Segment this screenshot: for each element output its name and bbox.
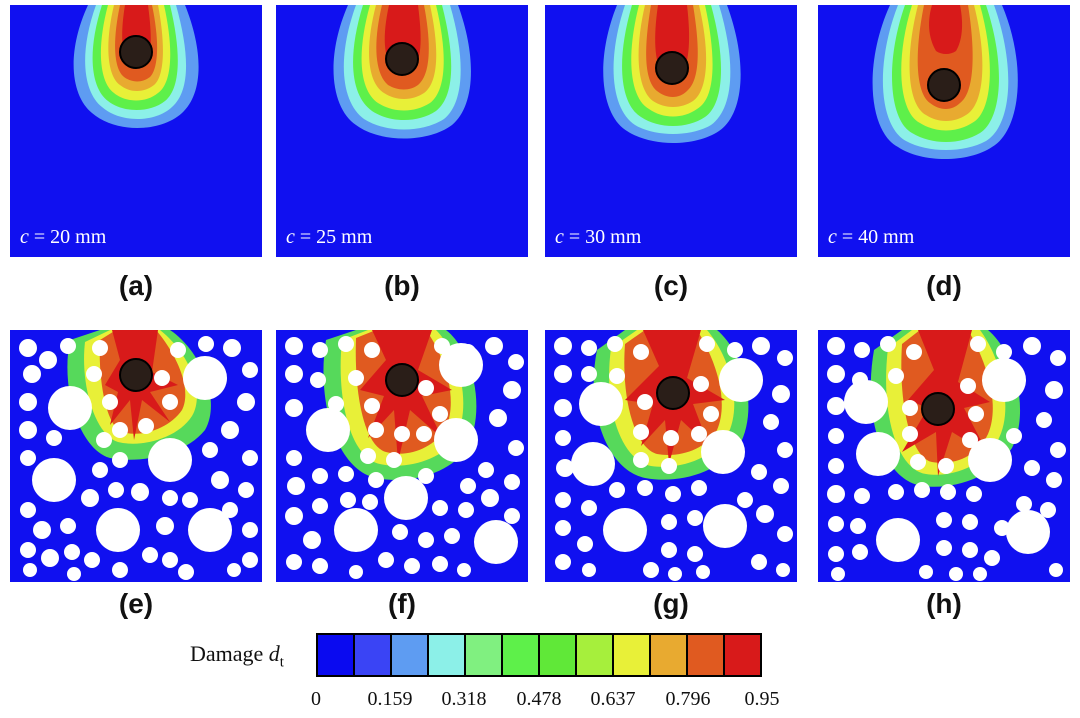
colorbar-title-symbol: d	[268, 641, 280, 666]
colorbar-title-sub: t	[279, 654, 284, 671]
colorbar-swatch	[466, 635, 503, 675]
colorbar-tick: 0.159	[367, 688, 413, 710]
colorbar-swatch	[318, 635, 355, 675]
panel-a: c = 20 mm	[10, 5, 262, 257]
panel-g	[545, 330, 797, 582]
colorbar-swatch	[392, 635, 429, 675]
c-value-label: c = 40 mm	[828, 226, 914, 249]
damage-colorbar	[316, 633, 762, 677]
colorbar-swatch	[614, 635, 651, 675]
colorbar-tick: 0.318	[441, 688, 487, 710]
colorbar-tick: 0.796	[665, 688, 711, 710]
panel-label-a: (a)	[118, 270, 154, 301]
colorbar-title-text: Damage	[190, 641, 269, 666]
c-value-label: c = 25 mm	[286, 226, 372, 249]
porous-damage-field-f	[276, 330, 528, 582]
panel-e	[10, 330, 262, 582]
panel-label-e: (e)	[118, 588, 154, 619]
colorbar-swatch	[688, 635, 725, 675]
colorbar-swatch	[355, 635, 392, 675]
panel-c: c = 30 mm	[545, 5, 797, 257]
c-value: = 40 mm	[836, 226, 915, 248]
panel-h	[818, 330, 1070, 582]
damage-field-b	[276, 5, 528, 257]
panel-b: c = 25 mm	[276, 5, 528, 257]
colorbar-tick: 0.478	[516, 688, 562, 710]
porous-damage-field-e	[10, 330, 262, 582]
c-value: = 25 mm	[294, 226, 373, 248]
panel-label-b: (b)	[384, 270, 420, 301]
colorbar-tick: 0.637	[590, 688, 636, 710]
damage-field-d	[818, 5, 1070, 257]
porous-damage-field-g	[545, 330, 797, 582]
colorbar-swatch	[503, 635, 540, 675]
c-symbol: c	[828, 226, 837, 248]
c-symbol: c	[20, 226, 29, 248]
colorbar-title: Damage dt	[190, 641, 284, 671]
colorbar-tick: 0.95	[744, 688, 780, 710]
colorbar-swatch	[577, 635, 614, 675]
panel-d: c = 40 mm	[818, 5, 1070, 257]
c-symbol: c	[555, 226, 564, 248]
c-value-label: c = 30 mm	[555, 226, 641, 249]
colorbar-swatch	[429, 635, 466, 675]
panel-label-d: (d)	[926, 270, 962, 301]
c-value: = 30 mm	[563, 226, 642, 248]
panel-label-g: (g)	[653, 588, 689, 619]
panel-label-f: (f)	[388, 588, 416, 619]
colorbar-swatch	[540, 635, 577, 675]
damage-field-c	[545, 5, 797, 257]
panel-f	[276, 330, 528, 582]
damage-field-a	[10, 5, 262, 257]
c-value-label: c = 20 mm	[20, 226, 106, 249]
colorbar-swatch	[651, 635, 688, 675]
panel-label-c: (c)	[653, 270, 689, 301]
c-value: = 20 mm	[28, 226, 107, 248]
porous-damage-field-h	[818, 330, 1070, 582]
colorbar-tick: 0	[311, 688, 321, 710]
c-symbol: c	[286, 226, 295, 248]
colorbar-swatch	[725, 635, 760, 675]
panel-label-h: (h)	[926, 588, 962, 619]
